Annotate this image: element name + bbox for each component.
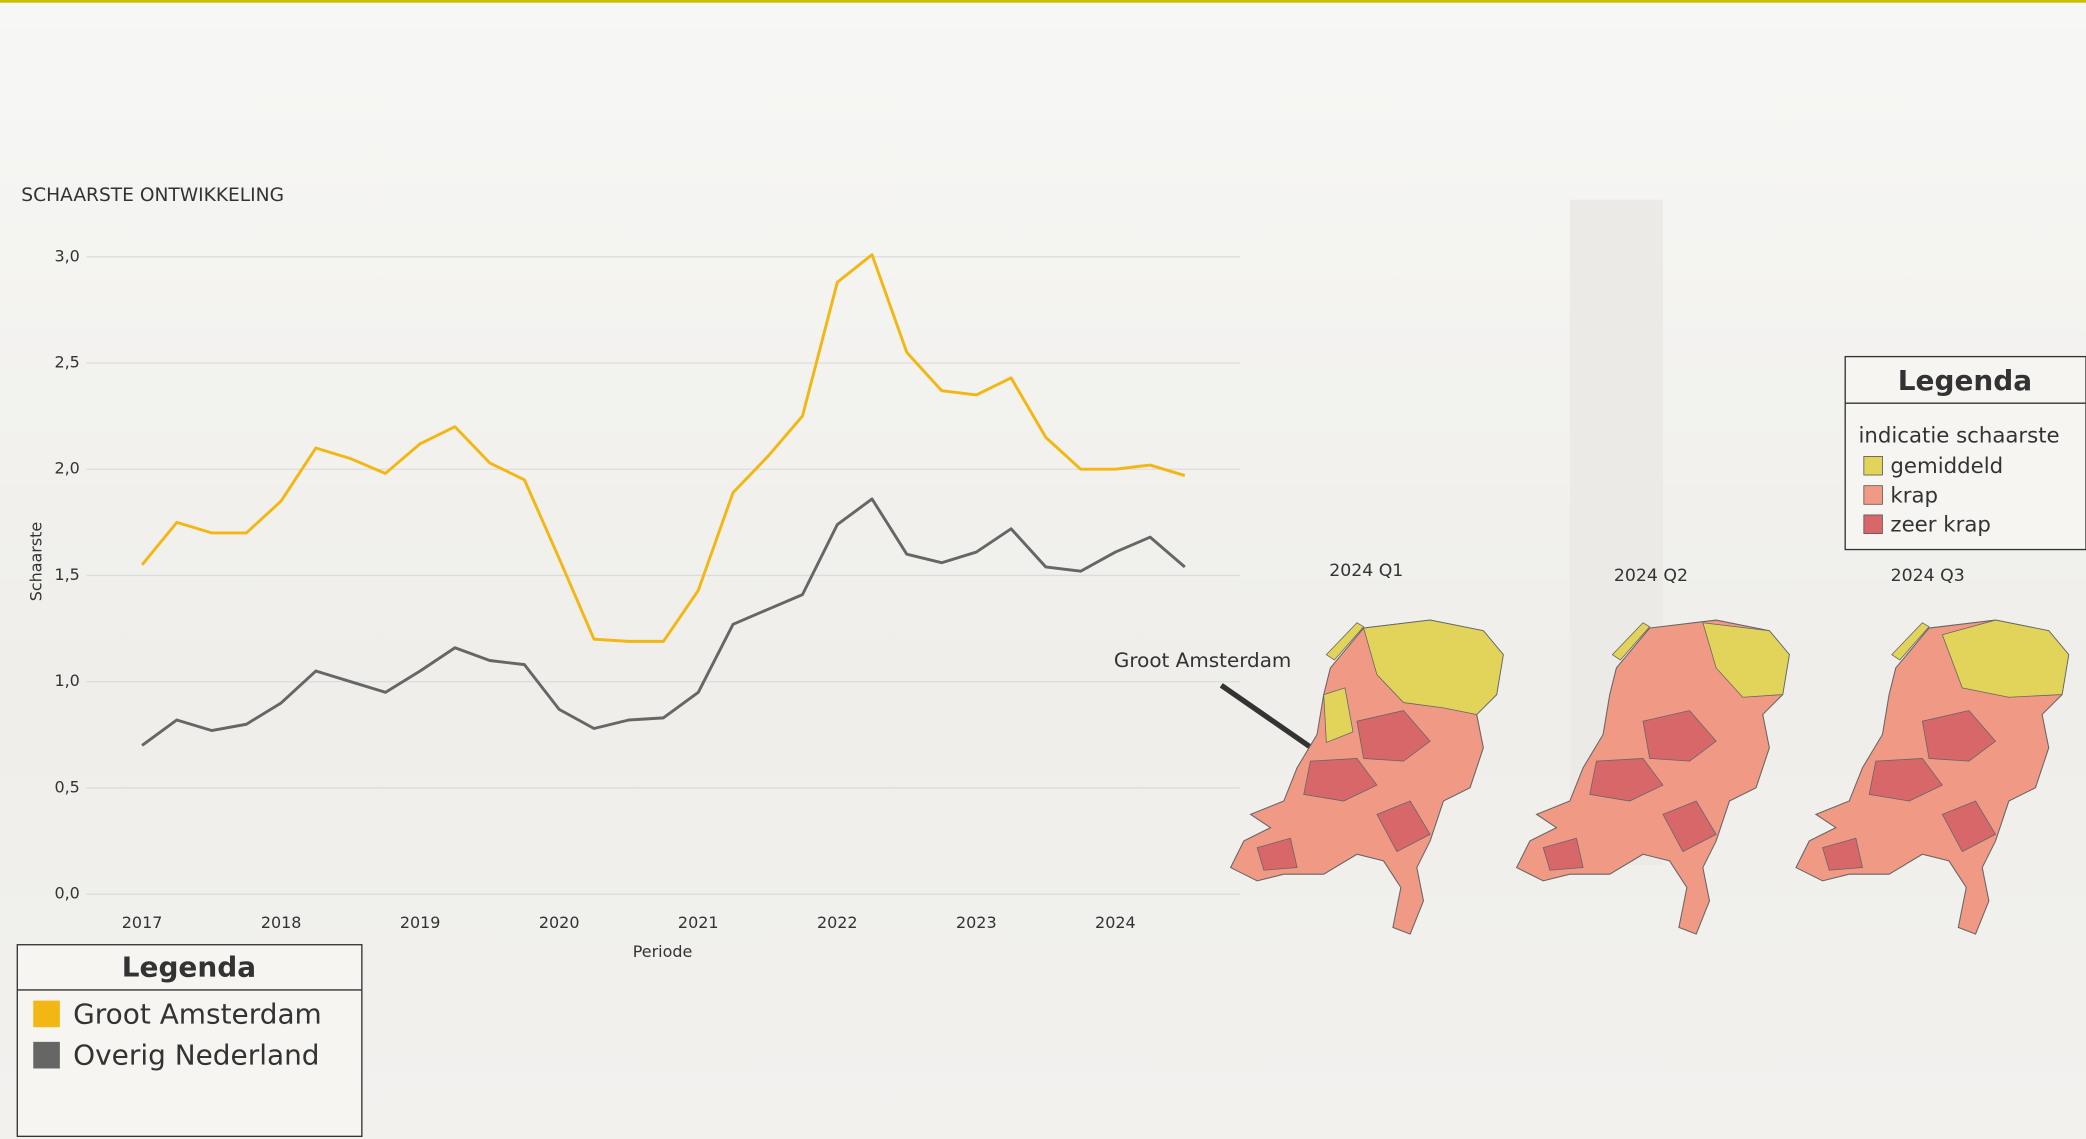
map-legend-title: Legenda — [1898, 364, 2032, 397]
page: {"chart_data": {"type": "line", "title":… — [0, 0, 2086, 1139]
top-border — [0, 0, 2086, 3]
map-title: 2024 Q2 — [1614, 566, 1688, 586]
map-legend-swatch — [1864, 456, 1883, 475]
legend-swatch — [33, 1042, 60, 1069]
map-title: 2024 Q1 — [1329, 561, 1403, 581]
x-tick-label: 2024 — [1095, 913, 1136, 932]
x-tick-label: 2017 — [122, 913, 163, 932]
y-tick-label: 1,5 — [54, 565, 79, 584]
map-legend-label: krap — [1890, 483, 1938, 508]
legend-title: Legenda — [122, 951, 256, 984]
map-legend: Legenda indicatie schaarste gemiddeld kra… — [1845, 357, 2086, 550]
dashboard: SCHAARSTE ONTWIKKELING Schaarste Periode… — [0, 0, 2086, 1139]
map-legend-swatch — [1864, 486, 1883, 505]
y-axis-label: Schaarste — [27, 522, 46, 602]
legend-label: Groot Amsterdam — [73, 997, 322, 1030]
y-tick-label: 2,0 — [54, 459, 79, 478]
map-region — [1942, 620, 2068, 697]
x-tick-label: 2021 — [678, 913, 719, 932]
map-legend-label: zeer krap — [1890, 513, 1990, 538]
x-tick-label: 2019 — [400, 913, 441, 932]
y-tick-label: 2,5 — [54, 352, 79, 371]
map-annotation: Groot Amsterdam — [1114, 648, 1291, 672]
legend: Legenda Groot Amsterdam Overig Nederland — [17, 945, 362, 1137]
y-tick-label: 3,0 — [54, 246, 79, 265]
x-axis-label: Periode — [633, 942, 693, 961]
map-legend-swatch — [1864, 515, 1883, 534]
map-title: 2024 Q3 — [1891, 566, 1965, 586]
map-legend-label: gemiddeld — [1890, 454, 2003, 479]
chart-title: SCHAARSTE ONTWIKKELING — [21, 185, 284, 206]
y-tick-label: 1,0 — [54, 671, 79, 690]
x-tick-label: 2020 — [539, 913, 580, 932]
x-tick-label: 2022 — [817, 913, 858, 932]
legend-label: Overig Nederland — [73, 1039, 319, 1072]
x-tick-label: 2023 — [956, 913, 997, 932]
y-tick-label: 0,5 — [54, 777, 79, 796]
map-legend-subtitle: indicatie schaarste — [1859, 423, 2060, 448]
y-tick-label: 0,0 — [54, 884, 79, 903]
legend-swatch — [33, 1001, 60, 1028]
x-tick-label: 2018 — [261, 913, 302, 932]
